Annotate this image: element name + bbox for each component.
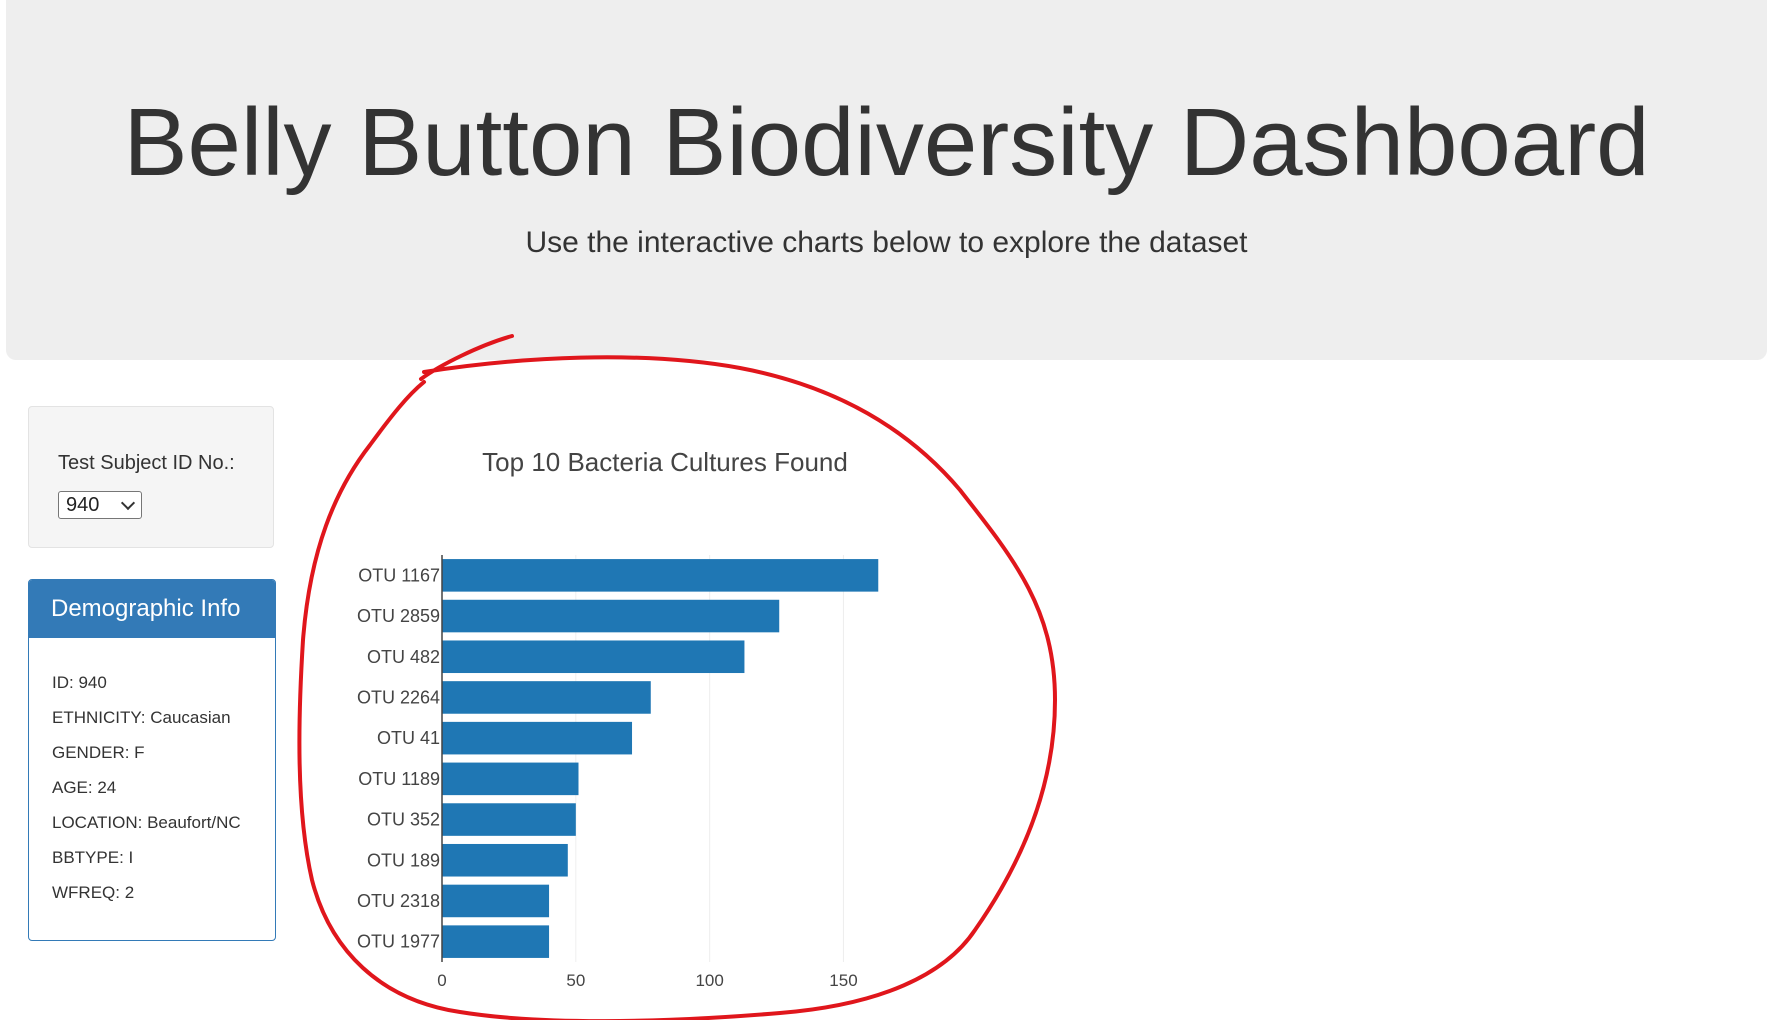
demographic-info-list: ID: 940 ETHNICITY: Caucasian GENDER: F A…	[52, 673, 241, 918]
bar-otu-352[interactable]	[442, 803, 576, 836]
bar-otu-1189[interactable]	[442, 762, 579, 796]
bar-otu-1977[interactable]	[442, 925, 550, 958]
chevron-down-icon	[120, 495, 136, 511]
header-jumbotron: Belly Button Biodiversity Dashboard Use …	[6, 0, 1767, 360]
chart-y-tick-labels: OTU 1167 OTU 2859 OTU 482 OTU 2264 OTU 41 OTU…	[357, 565, 440, 951]
subject-id-label: Test Subject ID No.:	[58, 452, 235, 474]
y-tick-label: OTU 1189	[358, 769, 440, 789]
x-tick-label: 150	[829, 971, 857, 990]
bar-otu-189[interactable]	[442, 843, 568, 877]
bar-otu-2859[interactable]	[442, 599, 780, 633]
y-tick-label: OTU 41	[377, 728, 440, 748]
y-tick-label: OTU 2318	[357, 891, 440, 911]
x-tick-label: 50	[566, 971, 585, 990]
demographic-item-id: ID: 940	[52, 673, 107, 692]
y-tick-label: OTU 2859	[357, 606, 440, 626]
bar-otu-2264[interactable]	[442, 681, 651, 714]
y-tick-label: OTU 2264	[357, 687, 440, 707]
demographic-info-heading: Demographic Info	[29, 580, 275, 638]
y-tick-label: OTU 189	[367, 850, 440, 870]
chart-x-tick-labels: 0 50 100 150	[437, 971, 857, 990]
y-tick-label: OTU 1977	[357, 932, 440, 952]
demographic-item-wfreq: WFREQ: 2	[52, 883, 135, 902]
demographic-item-gender: GENDER: F	[52, 743, 145, 762]
chart-bars	[442, 559, 879, 958]
x-tick-label: 100	[695, 971, 723, 990]
x-tick-label: 0	[437, 971, 446, 990]
demographic-item-ethnicity: ETHNICITY: Caucasian	[52, 708, 231, 727]
bar-otu-482[interactable]	[442, 640, 745, 674]
demographic-info-panel: Demographic Info ID: 940 ETHNICITY: Cauc…	[28, 579, 276, 941]
demographic-item-location: LOCATION: Beaufort/NC	[52, 813, 241, 832]
page-title: Belly Button Biodiversity Dashboard	[123, 89, 1650, 196]
demographic-item-bbtype: BBTYPE: I	[52, 848, 134, 867]
top10-bacteria-bar-chart: Top 10 Bacteria Cultures Found OTU 1167O…	[357, 447, 879, 990]
y-tick-label: OTU 482	[367, 647, 440, 667]
subject-selector-well: Test Subject ID No.: 940	[28, 406, 274, 548]
page-subtitle: Use the interactive charts below to expl…	[525, 226, 1248, 259]
bar-otu-1167[interactable]	[442, 559, 879, 592]
chart-title: Top 10 Bacteria Cultures Found	[482, 447, 848, 477]
subject-id-selected-value: 940	[66, 494, 100, 516]
demographic-item-age: AGE: 24	[52, 778, 117, 797]
y-tick-label: OTU 352	[367, 810, 440, 830]
bar-otu-41[interactable]	[442, 721, 633, 755]
bar-otu-2318[interactable]	[442, 884, 550, 918]
subject-id-select[interactable]: 940	[58, 491, 142, 519]
y-tick-label: OTU 1167	[358, 565, 440, 585]
